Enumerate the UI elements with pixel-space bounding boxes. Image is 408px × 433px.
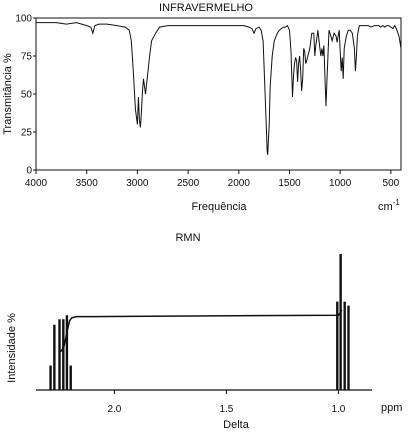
nmr-title: RMN xyxy=(175,232,200,244)
nmr-x-tick-label: 1.5 xyxy=(219,404,233,415)
ir-plot-frame xyxy=(35,17,402,171)
ir-y-tick-label: 25 xyxy=(21,128,33,139)
nmr-xlabel: Delta xyxy=(223,419,250,431)
ir-x-tick-label: 2500 xyxy=(177,178,200,189)
ir-spectrum-line xyxy=(36,22,402,155)
ir-title: INFRAVERMELHO xyxy=(159,2,253,14)
ir-y-tick-label: 75 xyxy=(21,52,33,63)
ir-x-unit-base: cm xyxy=(378,201,393,213)
ir-ylabel: Transmitância % xyxy=(2,53,14,135)
ir-x-tick-label: 3500 xyxy=(76,178,99,189)
ir-x-tick-label: 1500 xyxy=(278,178,301,189)
nmr-x-unit: ppm xyxy=(381,402,402,414)
ir-x-tick-label: 3000 xyxy=(126,178,149,189)
ir-x-tick-label: 2000 xyxy=(228,178,251,189)
ir-x-ticks: 4000 3500 3000 2500 2000 1500 1000 500 xyxy=(25,170,400,189)
ir-y-ticks: 0 25 50 75 100 xyxy=(15,14,36,177)
nmr-ylabel: Intensidade % xyxy=(6,313,18,383)
nmr-x-ticks: 2.0 1.5 1.0 xyxy=(107,390,346,415)
nmr-x-tick-label: 2.0 xyxy=(107,404,121,415)
nmr-integral-curve xyxy=(59,309,343,353)
nmr-x-tick-label: 1.0 xyxy=(331,404,345,415)
ir-chart: INFRAVERMELHO 4000 3500 3000 2500 2000 1500 10… xyxy=(2,2,402,213)
nmr-chart: RMN 2.0 1.5 1.0 Intensidade % Delta ppm xyxy=(6,232,402,431)
ir-x-unit-exp: -1 xyxy=(393,198,401,207)
ir-xlabel: Frequência xyxy=(191,201,247,213)
ir-x-tick-label: 500 xyxy=(383,178,400,189)
ir-x-tick-label: 1000 xyxy=(329,178,352,189)
nmr-peaks xyxy=(49,254,350,390)
ir-y-tick-label: 100 xyxy=(15,14,32,25)
ir-x-tick-label: 4000 xyxy=(25,178,48,189)
ir-x-unit: cm-1 xyxy=(378,198,400,213)
ir-y-tick-label: 50 xyxy=(21,90,33,101)
ir-y-tick-label: 0 xyxy=(26,166,32,177)
